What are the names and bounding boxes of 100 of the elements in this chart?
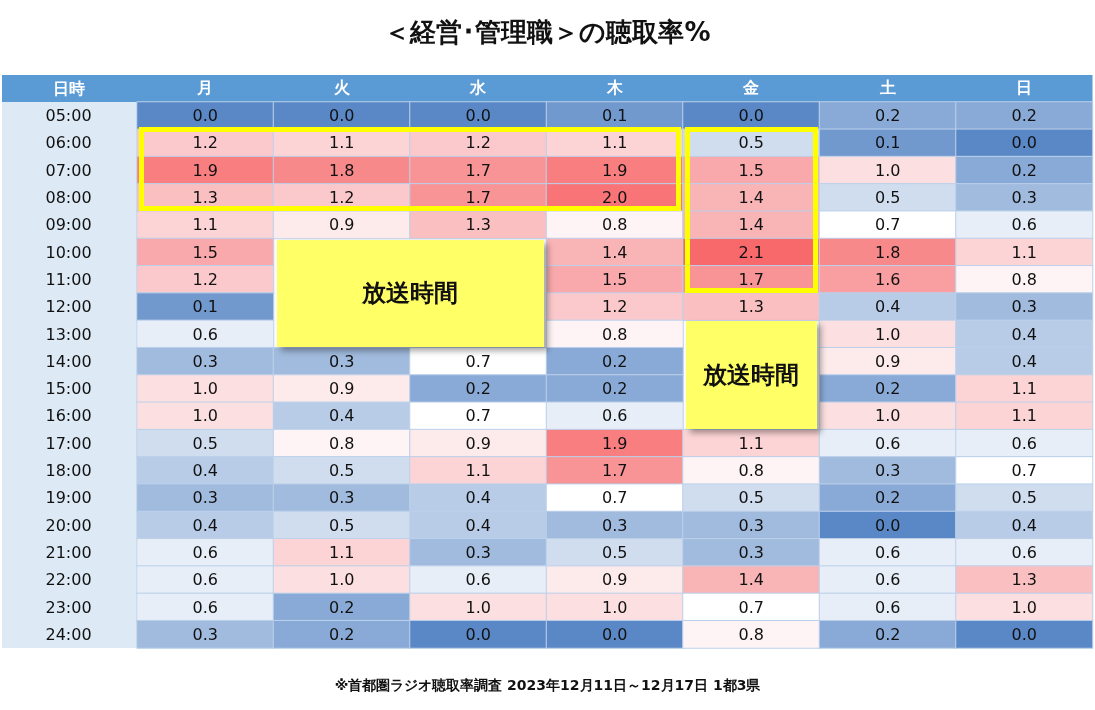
data-label: 0.3 (875, 461, 901, 481)
data-label: 0.0 (875, 515, 901, 535)
data-label: 0.3 (192, 624, 218, 644)
data-label: 1.0 (875, 160, 901, 180)
data-label: 1.2 (465, 133, 491, 153)
data-label: 0.3 (329, 488, 355, 508)
data-label: 1.8 (329, 160, 355, 180)
data-label: 1.4 (738, 215, 764, 235)
data-label: 0.5 (602, 542, 628, 562)
data-label: 0.2 (875, 488, 901, 508)
data-label: 0.4 (192, 515, 218, 535)
data-label: 1.1 (738, 433, 764, 453)
data-label: 0.8 (329, 433, 355, 453)
data-label: 0.5 (329, 515, 355, 535)
data-label: 1.1 (329, 133, 355, 153)
text: ※首都圏ラジオ聴取率調査 2023年12月11日～12月17日 1都3県 (334, 677, 762, 693)
data-label: 0.5 (738, 133, 764, 153)
data-label: 0.4 (465, 515, 491, 535)
data-label: 0.7 (1011, 461, 1037, 481)
data-label: 0.4 (329, 406, 355, 426)
data-label: 0.7 (465, 351, 491, 371)
data-label: 0.2 (465, 379, 491, 399)
data-label: 1.1 (192, 215, 218, 235)
data-label: 1.0 (192, 379, 218, 399)
data-label: 0.8 (1011, 269, 1037, 289)
data-label: 0.2 (1011, 106, 1037, 126)
data-label: 0.7 (465, 406, 491, 426)
data-label: 0.4 (1011, 324, 1037, 344)
data-label: 0.2 (602, 379, 628, 399)
data-label: 1.0 (1011, 597, 1037, 617)
data-label: 0.3 (1011, 297, 1037, 317)
data-label: 0.4 (875, 297, 901, 317)
data-label: 0.9 (602, 570, 628, 590)
x-tick-label: 土 (878, 77, 896, 97)
y-tick-label: 10:00 (45, 242, 92, 262)
y-tick-label: 16:00 (45, 406, 92, 426)
data-label: 0.0 (465, 624, 491, 644)
data-label: 1.7 (602, 461, 628, 481)
y-tick-label: 17:00 (45, 433, 92, 453)
data-label: 0.3 (738, 542, 764, 562)
data-label: 1.0 (875, 406, 901, 426)
data-label: 0.5 (329, 461, 355, 481)
y-tick-label: 07:00 (45, 160, 92, 180)
data-label: 0.0 (738, 106, 764, 126)
data-label: 0.3 (192, 351, 218, 371)
data-label: 0.2 (329, 624, 355, 644)
data-label: 1.3 (738, 297, 764, 317)
y-tick-label: 15:00 (45, 379, 92, 399)
y-tick-label: 18:00 (45, 461, 92, 481)
sticky-note: 放送時間 (686, 321, 817, 429)
data-label: 1.8 (875, 242, 901, 262)
data-label: 0.6 (1011, 215, 1037, 235)
data-label: 1.7 (465, 160, 491, 180)
data-label: 1.9 (602, 433, 628, 453)
data-label: 1.1 (602, 133, 628, 153)
data-label: 1.1 (1011, 379, 1037, 399)
data-label: 1.6 (875, 269, 901, 289)
y-axis-title: 日時 (52, 79, 85, 98)
data-label: 0.2 (329, 597, 355, 617)
data-label: 0.6 (192, 324, 218, 344)
y-tick-label: 09:00 (45, 215, 92, 235)
data-label: 0.3 (738, 515, 764, 535)
data-label: 1.1 (465, 461, 491, 481)
data-label: 0.5 (738, 488, 764, 508)
data-label: 1.5 (602, 269, 628, 289)
data-label: 0.0 (329, 106, 355, 126)
data-label: 1.9 (602, 160, 628, 180)
data-label: 1.0 (465, 597, 491, 617)
data-label: 0.1 (875, 133, 901, 153)
y-tick-label: 20:00 (45, 515, 92, 535)
data-label: 1.0 (329, 570, 355, 590)
data-label: 1.4 (738, 188, 764, 208)
data-label: 0.4 (1011, 515, 1037, 535)
sticky-note: 放送時間 (276, 239, 544, 347)
data-label: 2.1 (738, 242, 764, 262)
data-label: 0.2 (875, 106, 901, 126)
x-tick-label: 月 (196, 77, 214, 97)
data-label: 0.2 (1011, 160, 1037, 180)
x-tick-label: 火 (333, 77, 351, 97)
data-label: 0.1 (192, 297, 218, 317)
data-label: 0.7 (738, 597, 764, 617)
data-label: 1.3 (192, 188, 218, 208)
data-label: 0.6 (875, 570, 901, 590)
x-tick-label: 水 (469, 77, 488, 97)
data-label: 0.6 (192, 570, 218, 590)
data-label: 1.2 (602, 297, 628, 317)
y-tick-label: 24:00 (45, 624, 92, 644)
data-label: 2.0 (602, 188, 628, 208)
data-label: 1.2 (192, 133, 218, 153)
x-tick-label: 金 (742, 77, 760, 97)
y-tick-label: 21:00 (45, 542, 92, 562)
data-label: 1.7 (465, 188, 491, 208)
data-label: 1.1 (329, 542, 355, 562)
data-label: 0.6 (602, 406, 628, 426)
data-label: 1.4 (602, 242, 628, 262)
y-tick-label: 06:00 (45, 133, 92, 153)
chart-title: ＜経営･管理職＞の聴取率% (384, 17, 711, 47)
data-label: 1.7 (738, 269, 764, 289)
data-label: 0.3 (192, 488, 218, 508)
data-label: 0.6 (1011, 433, 1037, 453)
